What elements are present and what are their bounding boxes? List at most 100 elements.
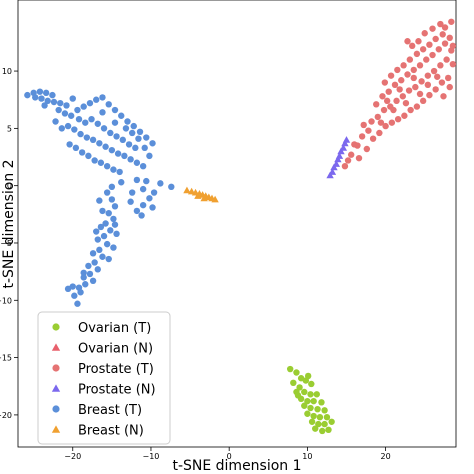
breast-t-point: [102, 143, 109, 150]
breast-t-point: [96, 246, 103, 254]
prostate-t-point: [429, 25, 436, 32]
prostate-t-point: [438, 79, 446, 86]
breast-t-point: [150, 189, 158, 196]
y-tick-label: 5: [7, 124, 12, 133]
breast-t-point: [103, 240, 111, 248]
prostate-t-point: [379, 93, 386, 100]
breast-t-point: [127, 156, 134, 163]
breast-t-point: [97, 159, 105, 166]
breast-t-point: [99, 94, 106, 101]
breast-n-point: [211, 195, 219, 203]
breast-t-point: [135, 135, 142, 142]
breast-t-point: [122, 125, 130, 132]
prostate-t-point: [413, 50, 421, 58]
ovarian-t-point: [319, 427, 326, 435]
breast-t-point: [108, 196, 116, 203]
ovarian-t-point: [294, 392, 302, 399]
breast-t-point: [38, 95, 45, 102]
prostate-t-point: [398, 77, 405, 84]
breast-t-point: [99, 253, 106, 260]
breast-t-point: [72, 144, 80, 152]
breast-t-point: [82, 119, 89, 126]
breast-t-point: [64, 122, 72, 130]
breast-t-point: [149, 204, 156, 211]
breast-t-point: [64, 285, 72, 293]
x-axis-label: t-SNE dimension 1: [172, 458, 301, 474]
breast-t-point: [157, 180, 164, 187]
breast-t-point: [141, 144, 148, 152]
breast-t-point: [110, 215, 117, 223]
breast-t-point: [78, 149, 86, 156]
prostate-t-point: [385, 88, 392, 95]
breast-t-point: [124, 118, 131, 125]
breast-t-point: [69, 95, 76, 102]
legend-label-prostate-t: Prostate (T): [78, 362, 154, 377]
breast-t-point: [107, 227, 114, 234]
breast-t-point: [94, 236, 101, 243]
prostate-t-point: [446, 83, 453, 91]
prostate-t-point: [421, 30, 428, 37]
breast-t-point: [111, 221, 119, 228]
legend-marker-prostate-n: [51, 384, 61, 392]
y-axis-label: t-SNE dimension 2: [1, 159, 17, 288]
prostate-n-point: [334, 155, 342, 163]
ovarian-t-point: [286, 365, 294, 373]
ovarian-t-point: [304, 410, 311, 417]
legend-label-breast-n: Breast (N): [78, 424, 144, 439]
ovarian-t-point: [293, 369, 300, 376]
breast-t-point: [143, 177, 150, 185]
breast-t-point: [94, 266, 101, 273]
ovarian-t-point: [308, 380, 315, 388]
prostate-t-point: [405, 87, 413, 94]
ovarian-t-point: [304, 372, 312, 380]
ovarian-t-point: [321, 420, 328, 428]
breast-t-point: [146, 152, 153, 160]
breast-t-point: [105, 209, 112, 217]
prostate-t-point: [443, 56, 450, 63]
prostate-t-point: [347, 151, 355, 158]
ovarian-t-point: [312, 425, 319, 432]
prostate-t-point: [358, 133, 366, 140]
prostate-t-point: [409, 42, 416, 50]
prostate-t-point: [441, 40, 449, 47]
prostate-t-point: [404, 38, 411, 45]
breast-t-point: [41, 102, 48, 109]
breast-t-point: [74, 300, 81, 307]
y-tick-label: −15: [0, 354, 12, 363]
prostate-t-point: [344, 157, 352, 164]
x-tick-label: −10: [143, 452, 160, 461]
breast-t-point: [102, 220, 109, 227]
prostate-t-point: [432, 86, 439, 93]
legend-marker-prostate-t: [52, 364, 60, 372]
breast-t-point: [149, 140, 156, 147]
breast-t-point: [99, 109, 106, 116]
breast-t-point: [86, 99, 94, 107]
breast-t-point: [36, 88, 44, 95]
breast-t-point: [82, 281, 89, 288]
prostate-t-point: [360, 121, 367, 129]
prostate-n-point: [328, 168, 337, 175]
ovarian-t-point: [310, 412, 317, 420]
prostate-t-point: [377, 119, 385, 126]
legend-label-ovarian-t: Ovarian (T): [78, 321, 151, 336]
breast-t-point: [132, 144, 139, 152]
legend-label-prostate-n: Prostate (N): [78, 383, 156, 398]
breast-t-point: [57, 99, 64, 107]
breast-t-point: [139, 162, 147, 170]
breast-t-point: [133, 176, 141, 184]
prostate-t-point: [430, 67, 438, 75]
prostate-t-point: [373, 101, 380, 108]
breast-t-point: [128, 189, 136, 196]
prostate-t-point: [418, 78, 425, 85]
prostate-t-point: [434, 73, 441, 80]
breast-t-point: [110, 166, 117, 173]
breast-t-point: [105, 255, 112, 263]
prostate-t-point: [388, 119, 396, 126]
breast-t-point: [67, 112, 75, 119]
breast-t-point: [85, 262, 92, 270]
y-tick-label: −5: [0, 239, 12, 248]
breast-t-point: [88, 116, 95, 123]
breast-t-point: [77, 289, 84, 296]
breast-t-point: [108, 146, 116, 154]
